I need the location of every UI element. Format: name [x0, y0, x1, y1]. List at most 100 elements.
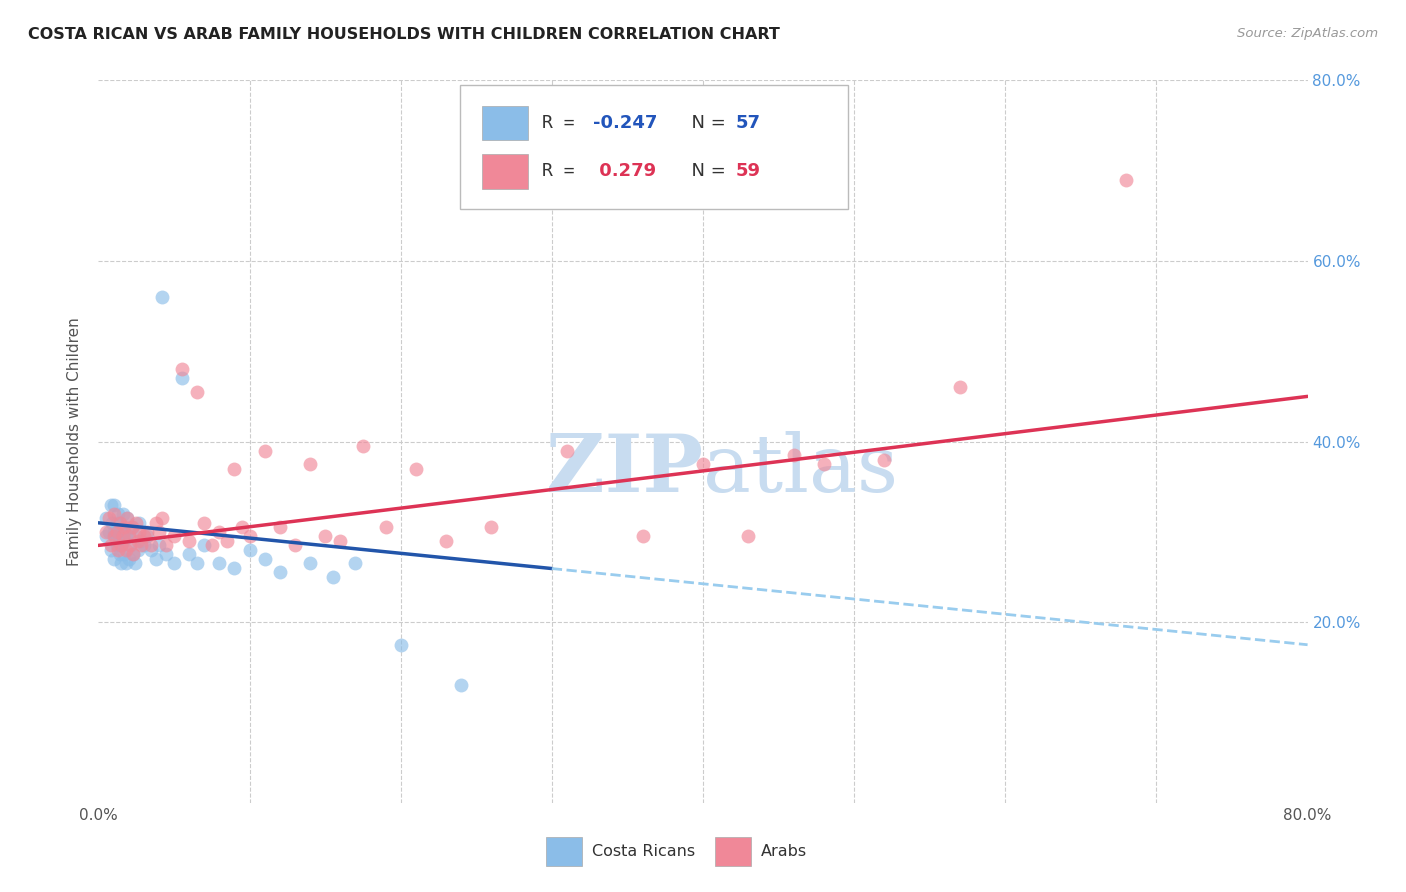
- Point: [132, 529, 155, 543]
- Point: [103, 529, 125, 543]
- Point: [118, 552, 141, 566]
- Point: [1115, 172, 1137, 186]
- Point: [112, 520, 135, 534]
- Text: ZIP: ZIP: [546, 432, 703, 509]
- Point: [434, 533, 457, 548]
- Point: [108, 548, 131, 562]
- Point: [269, 566, 291, 580]
- Point: [103, 524, 125, 539]
- Point: [783, 448, 806, 462]
- Point: [100, 542, 122, 557]
- Point: [104, 529, 127, 543]
- Text: R =: R =: [543, 162, 586, 180]
- Point: [107, 507, 129, 521]
- Point: [94, 511, 117, 525]
- Point: [329, 533, 352, 548]
- Point: [128, 524, 150, 539]
- Point: [239, 529, 262, 543]
- Point: [631, 529, 654, 543]
- Point: [344, 557, 367, 571]
- Text: atlas: atlas: [703, 432, 898, 509]
- Point: [352, 439, 374, 453]
- Point: [208, 557, 231, 571]
- Point: [873, 452, 896, 467]
- Bar: [716, 837, 751, 865]
- Point: [389, 638, 412, 652]
- Point: [98, 511, 121, 525]
- Text: 57: 57: [735, 114, 761, 132]
- Point: [179, 548, 201, 562]
- Point: [141, 538, 163, 552]
- Bar: [482, 105, 527, 140]
- Text: 0.279: 0.279: [593, 162, 657, 180]
- Point: [115, 511, 138, 525]
- Point: [186, 384, 208, 399]
- Point: [110, 538, 132, 552]
- Point: [150, 511, 173, 525]
- Text: -0.247: -0.247: [593, 114, 658, 132]
- Point: [253, 443, 276, 458]
- Point: [692, 457, 714, 471]
- Point: [103, 507, 125, 521]
- Bar: [482, 154, 527, 189]
- Point: [100, 538, 122, 552]
- Point: [105, 538, 128, 552]
- Point: [114, 529, 136, 543]
- Point: [105, 524, 128, 539]
- Point: [163, 529, 186, 543]
- Point: [253, 552, 276, 566]
- Text: Arabs: Arabs: [761, 844, 807, 859]
- Point: [481, 520, 503, 534]
- Point: [949, 380, 972, 394]
- Point: [124, 557, 146, 571]
- Point: [120, 538, 142, 552]
- Point: [114, 557, 136, 571]
- Text: COSTA RICAN VS ARAB FAMILY HOUSEHOLDS WITH CHILDREN CORRELATION CHART: COSTA RICAN VS ARAB FAMILY HOUSEHOLDS WI…: [28, 27, 780, 42]
- Point: [125, 516, 148, 530]
- Point: [322, 570, 344, 584]
- Point: [94, 529, 117, 543]
- Point: [128, 516, 150, 530]
- Point: [193, 516, 215, 530]
- Text: N =: N =: [681, 162, 731, 180]
- Point: [111, 507, 134, 521]
- Point: [114, 542, 136, 557]
- Point: [135, 529, 157, 543]
- Point: [148, 524, 170, 539]
- Point: [112, 548, 135, 562]
- Point: [118, 524, 141, 539]
- Point: [129, 538, 152, 552]
- Point: [103, 552, 125, 566]
- Point: [141, 542, 163, 557]
- Point: [121, 520, 143, 534]
- Point: [135, 524, 157, 539]
- Point: [374, 520, 396, 534]
- Point: [208, 524, 231, 539]
- Point: [155, 548, 177, 562]
- Point: [555, 443, 578, 458]
- Point: [299, 557, 322, 571]
- Point: [107, 542, 129, 557]
- Point: [110, 557, 132, 571]
- Point: [224, 561, 246, 575]
- Point: [170, 371, 193, 385]
- Point: [132, 538, 155, 552]
- Point: [101, 516, 124, 530]
- Point: [224, 461, 246, 475]
- Point: [121, 520, 143, 534]
- Point: [215, 533, 238, 548]
- Point: [115, 511, 138, 525]
- Point: [239, 542, 262, 557]
- Point: [112, 524, 135, 539]
- Text: N =: N =: [681, 114, 731, 132]
- Point: [120, 538, 142, 552]
- Point: [148, 538, 170, 552]
- Point: [127, 542, 149, 557]
- Point: [118, 529, 141, 543]
- Point: [127, 533, 149, 548]
- Point: [314, 529, 336, 543]
- Point: [145, 516, 167, 530]
- Point: [450, 678, 472, 692]
- Point: [155, 538, 177, 552]
- FancyBboxPatch shape: [460, 86, 848, 209]
